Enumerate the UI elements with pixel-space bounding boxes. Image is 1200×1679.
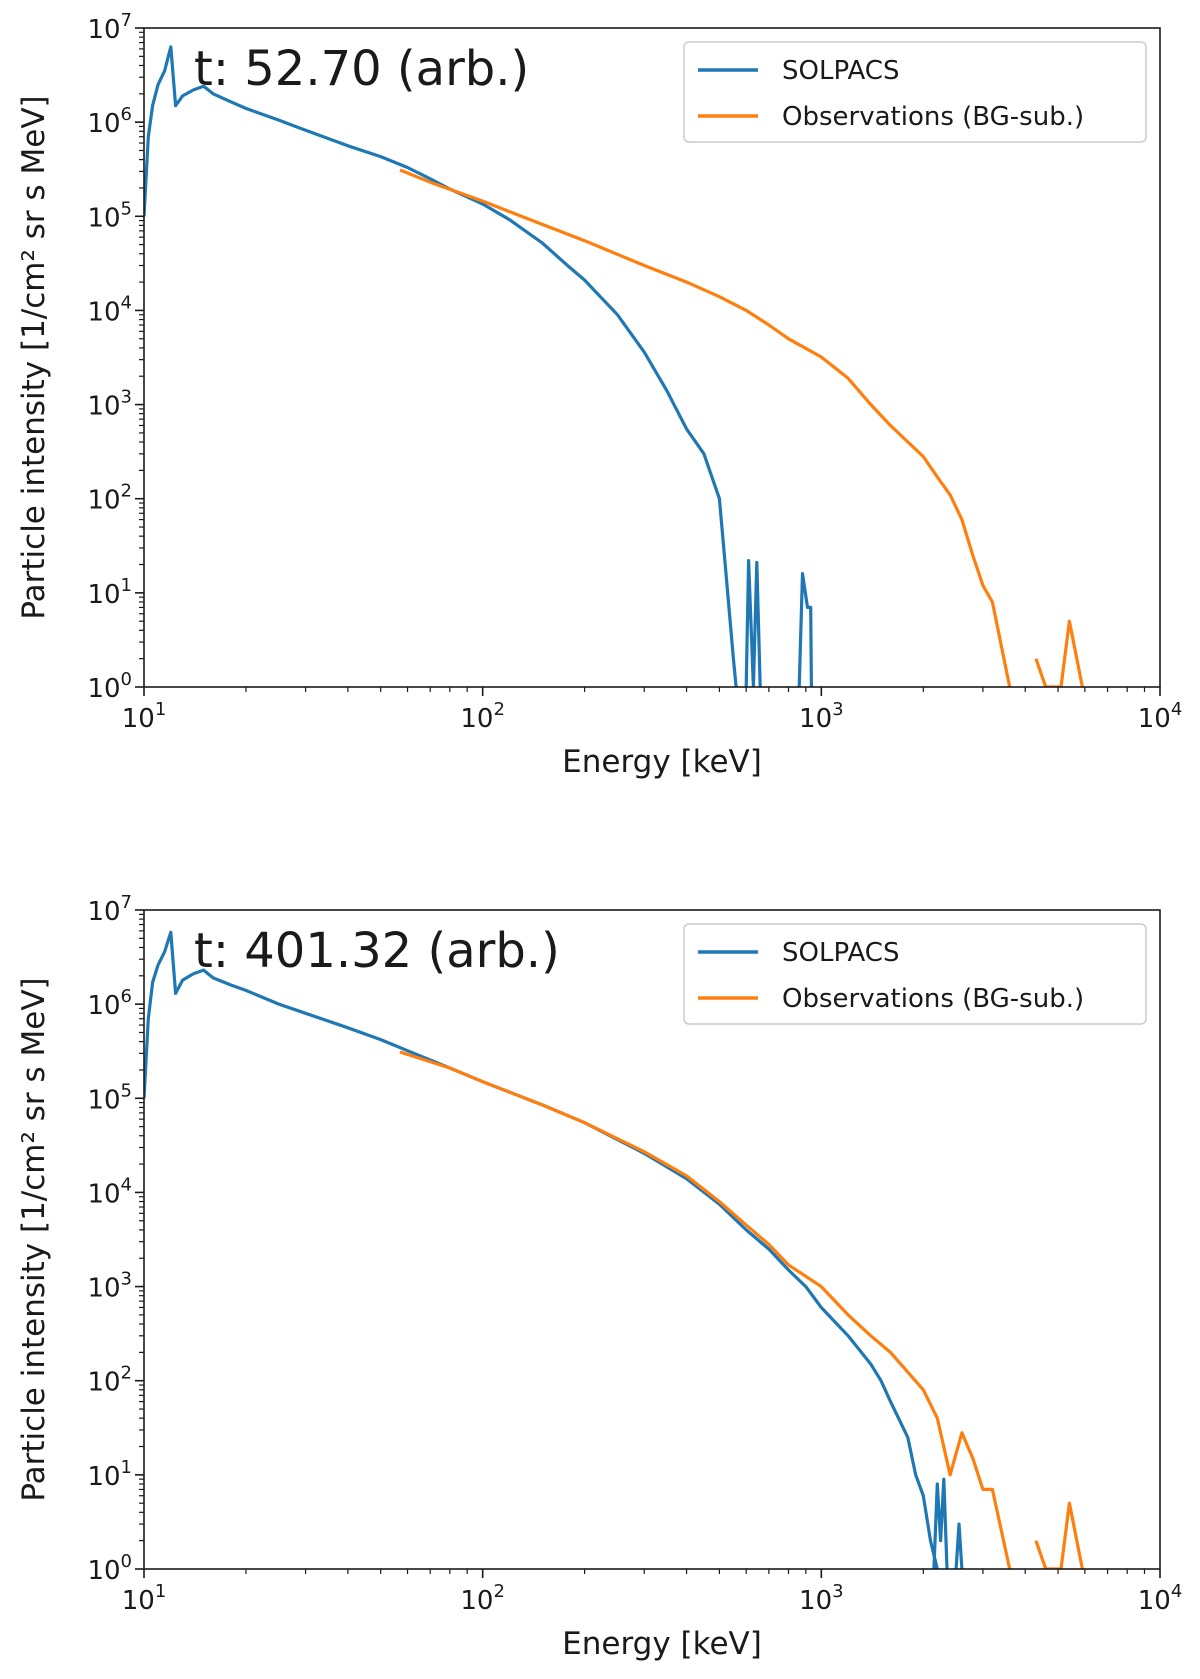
y-tick-label: 102 — [87, 481, 132, 516]
x-tick-label: 102 — [460, 699, 505, 734]
y-tick-label: 100 — [87, 1551, 132, 1586]
y-tick-label: 106 — [87, 986, 132, 1021]
chart-top: 101 102 103 104100101102103104105106107Ener… — [16, 10, 1182, 780]
y-tick-label: 102 — [87, 1363, 132, 1398]
x-tick-label: 102 — [460, 1581, 505, 1616]
series-line-solpacs-segment-1 — [932, 1477, 949, 1569]
x-axis-label: Energy [keV] — [562, 1626, 762, 1662]
y-tick-label: 100 — [87, 669, 132, 704]
series-line-solpacs-segment-0 — [144, 45, 738, 687]
y-tick-label: 105 — [87, 198, 132, 233]
series-line-observations-segment-1 — [1034, 619, 1084, 687]
legend-box — [683, 923, 1147, 1025]
x-tick-label: 104 — [1138, 1581, 1183, 1616]
x-tick-label: 104 — [1138, 699, 1183, 734]
y-tick-label: 104 — [87, 1174, 132, 1209]
y-tick-label: 103 — [87, 387, 132, 422]
legend-label-solpacs: SOLPACS — [782, 938, 899, 968]
series-line-solpacs-segment-1 — [744, 559, 762, 687]
y-tick-label: 105 — [87, 1080, 132, 1115]
legend: SOLPACS Observations (BG-sub.) — [683, 923, 1147, 1025]
x-axis-label: Energy [keV] — [562, 744, 762, 780]
axes-frame — [143, 909, 1161, 1570]
time-annotation: t: 401.32 (arb.) — [194, 923, 560, 979]
y-tick-label: 101 — [87, 575, 132, 610]
axes-frame — [143, 27, 1161, 688]
legend: SOLPACS Observations (BG-sub.) — [683, 41, 1147, 143]
y-tick-label: 104 — [87, 292, 132, 327]
series-line-observations-segment-0 — [399, 168, 1012, 687]
chart-bottom: 101 102 103 104100101102103104105106107Ener… — [16, 892, 1182, 1662]
x-tick-label: 103 — [799, 699, 844, 734]
plot-area — [144, 930, 1084, 1569]
time-annotation: t: 52.70 (arb.) — [194, 41, 529, 97]
x-tick-label: 101 — [122, 699, 167, 734]
y-axis-label: Particle intensity [1/cm² sr s MeV] — [16, 95, 52, 619]
y-tick-label: 107 — [87, 892, 132, 927]
y-tick-label: 106 — [87, 104, 132, 139]
y-tick-label: 107 — [87, 10, 132, 45]
legend-label-solpacs: SOLPACS — [782, 56, 899, 86]
y-tick-label: 103 — [87, 1269, 132, 1304]
x-tick-label: 101 — [122, 1581, 167, 1616]
legend-label-observations: Observations (BG-sub.) — [782, 102, 1084, 132]
series-line-observations-segment-0 — [399, 1050, 1012, 1569]
series-line-solpacs-segment-2 — [954, 1522, 964, 1569]
legend-label-observations: Observations (BG-sub.) — [782, 984, 1084, 1014]
y-axis-label: Particle intensity [1/cm² sr s MeV] — [16, 977, 52, 1501]
y-tick-label: 101 — [87, 1457, 132, 1492]
legend-box — [683, 41, 1147, 143]
x-tick-label: 103 — [799, 1581, 844, 1616]
series-line-solpacs-segment-2 — [797, 572, 813, 687]
plot-area — [144, 45, 1084, 687]
series-line-observations-segment-1 — [1034, 1501, 1084, 1569]
